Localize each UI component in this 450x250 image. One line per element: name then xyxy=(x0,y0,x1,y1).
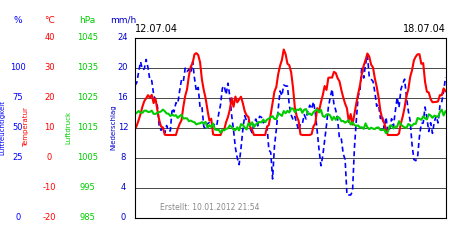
Text: 50: 50 xyxy=(13,123,23,132)
Text: 20: 20 xyxy=(117,63,128,72)
Text: Temperatur: Temperatur xyxy=(22,108,29,148)
Text: %: % xyxy=(14,16,22,24)
Text: 985: 985 xyxy=(80,213,96,222)
Text: 12: 12 xyxy=(117,123,128,132)
Text: Niederschlag: Niederschlag xyxy=(111,105,117,150)
Text: Luftdruck: Luftdruck xyxy=(65,111,72,144)
Text: 75: 75 xyxy=(13,93,23,102)
Text: 1045: 1045 xyxy=(77,33,98,42)
Text: °C: °C xyxy=(44,16,55,24)
Text: mm/h: mm/h xyxy=(110,16,136,24)
Text: 16: 16 xyxy=(117,93,128,102)
Text: 20: 20 xyxy=(44,93,55,102)
Text: 25: 25 xyxy=(13,153,23,162)
Text: 1035: 1035 xyxy=(77,63,98,72)
Text: 0: 0 xyxy=(120,213,126,222)
Text: 40: 40 xyxy=(44,33,55,42)
Text: 10: 10 xyxy=(44,123,55,132)
Text: 0: 0 xyxy=(15,213,21,222)
Text: 8: 8 xyxy=(120,153,126,162)
Text: 100: 100 xyxy=(10,63,26,72)
Text: hPa: hPa xyxy=(80,16,96,24)
Text: Erstellt: 10.01.2012 21:54: Erstellt: 10.01.2012 21:54 xyxy=(160,203,259,212)
Text: 12.07.04: 12.07.04 xyxy=(135,24,178,34)
Text: 4: 4 xyxy=(120,183,126,192)
Text: 1015: 1015 xyxy=(77,123,98,132)
Text: 1025: 1025 xyxy=(77,93,98,102)
Text: 24: 24 xyxy=(117,33,128,42)
Text: -20: -20 xyxy=(43,213,56,222)
Text: 30: 30 xyxy=(44,63,55,72)
Text: Luftfeuchtigkeit: Luftfeuchtigkeit xyxy=(0,100,5,155)
Text: 0: 0 xyxy=(47,153,52,162)
Text: -10: -10 xyxy=(43,183,56,192)
Text: 995: 995 xyxy=(80,183,95,192)
Text: 18.07.04: 18.07.04 xyxy=(403,24,446,34)
Text: 1005: 1005 xyxy=(77,153,98,162)
